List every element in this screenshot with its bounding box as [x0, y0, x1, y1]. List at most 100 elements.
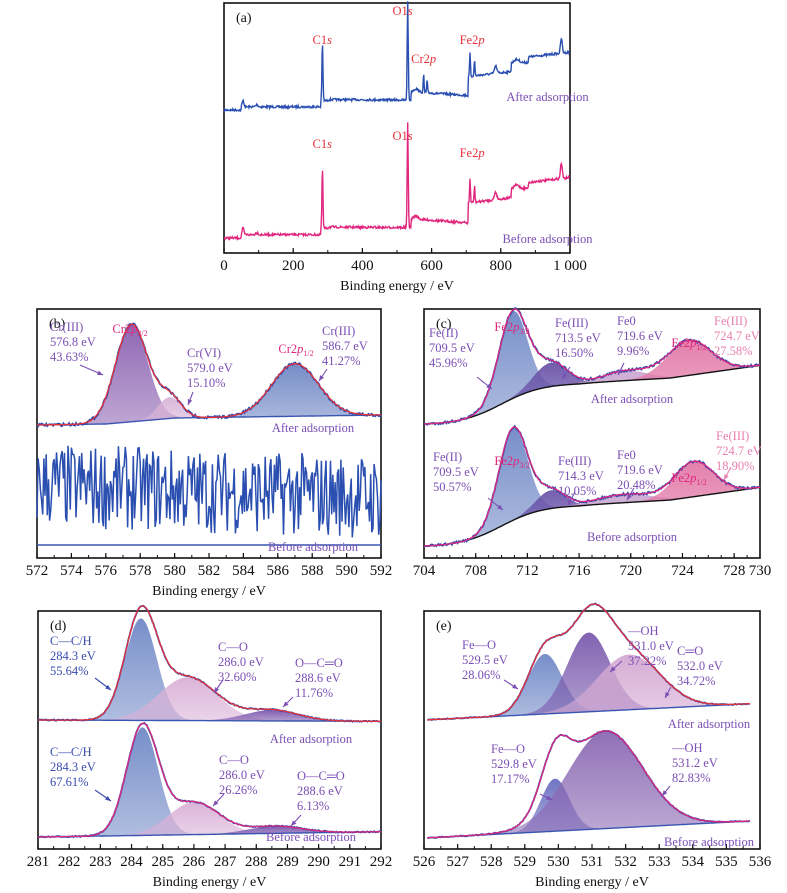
- component-percent: 16.50%: [555, 346, 594, 360]
- component-label: Fe0: [617, 314, 636, 328]
- component-energy: 286.0 eV: [219, 768, 265, 782]
- arrowhead-icon: [546, 795, 552, 800]
- arrowhead-icon: [214, 687, 220, 693]
- fit-component-area: [38, 710, 381, 722]
- arrowhead-icon: [627, 494, 632, 500]
- peak-label-o1s: O1s: [392, 129, 412, 143]
- component-label: Fe(II): [433, 450, 462, 464]
- peak-label: Fe2p3/2: [494, 454, 529, 470]
- component-energy: 714.3 eV: [558, 469, 604, 483]
- component-percent: 67.61%: [50, 775, 89, 789]
- panel-label: (d): [50, 619, 67, 634]
- component-label: C—O: [218, 640, 248, 654]
- component-energy: 531.2 eV: [672, 756, 718, 770]
- series-label: Before adsorption: [266, 830, 357, 844]
- peak-label-c1s: C1s: [313, 137, 333, 151]
- component-percent: 26.26%: [219, 783, 258, 797]
- arrowhead-icon: [213, 800, 219, 806]
- fit-component-area: [424, 311, 760, 424]
- x-tick-label: 529: [514, 854, 537, 870]
- x-tick-label: 800: [490, 258, 513, 274]
- x-tick-label: 292: [370, 854, 393, 870]
- component-energy: 719.6 eV: [617, 329, 663, 343]
- x-tick-label: 290: [307, 854, 330, 870]
- chart-panel-c: 704 708 712 716 720 724 728 730 (c) After adsorpt…: [413, 307, 772, 579]
- component-label: —OH: [671, 741, 703, 755]
- fit-component-area: [427, 632, 750, 720]
- series-label: After adsorption: [591, 392, 674, 406]
- x-tick-label: 578: [129, 563, 152, 579]
- fit-component-area: [37, 363, 381, 425]
- fit-component-area: [38, 727, 381, 837]
- peak-label: Fe2p1/2: [671, 471, 706, 487]
- x-tick-label: 582: [198, 563, 221, 579]
- fit-envelope-line: [427, 603, 750, 721]
- component-energy: 709.5 eV: [433, 465, 479, 479]
- fit-envelope-line: [37, 323, 381, 426]
- component-energy: 724.7 eV: [716, 444, 762, 458]
- component-percent: 37.22%: [628, 654, 667, 668]
- component-label: C—C/H: [50, 745, 92, 759]
- peak-label-fe2p: Fe2p: [460, 33, 485, 47]
- component-label: Cr(VI): [187, 346, 221, 360]
- series-label: After adsorption: [506, 90, 589, 104]
- x-tick-label: 526: [413, 854, 436, 870]
- x-tick-label: 533: [648, 854, 671, 870]
- arrowhead-icon: [105, 684, 111, 690]
- component-percent: 6.13%: [297, 799, 329, 813]
- fit-component-area: [37, 324, 381, 425]
- arrowhead-icon: [97, 370, 103, 375]
- component-label: Fe—O: [491, 742, 525, 756]
- component-label: C—C/H: [50, 634, 92, 648]
- peak-label: Cr2p1/2: [278, 342, 313, 358]
- x-tick-label: 534: [682, 854, 705, 870]
- component-percent: 20.48%: [617, 478, 656, 492]
- peak-label-cr2p: Cr2p: [411, 52, 436, 66]
- component-percent: 34.72%: [677, 674, 716, 688]
- component-label: Fe—O: [462, 638, 496, 652]
- component-percent: 9.96%: [617, 344, 649, 358]
- spectrum-line-before: [223, 122, 571, 242]
- spectrum-line-after: [223, 1, 571, 114]
- x-tick-label: 584: [232, 563, 255, 579]
- x-axis-label: Binding energy / eV: [152, 584, 266, 599]
- component-energy: 288.6 eV: [295, 671, 341, 685]
- x-tick-label: 532: [614, 854, 637, 870]
- component-label: Fe0: [617, 448, 636, 462]
- x-tick-label: 730: [749, 563, 772, 579]
- x-tick-label: 285: [151, 854, 174, 870]
- x-tick-label: 530: [547, 854, 570, 870]
- x-tick-label: 716: [568, 563, 591, 579]
- x-tick-label: 592: [370, 563, 393, 579]
- x-tick-label: 283: [89, 854, 112, 870]
- component-label: —OH: [627, 624, 659, 638]
- x-tick-label: 281: [27, 854, 50, 870]
- arrowhead-icon: [105, 795, 111, 801]
- x-tick-label: 600: [420, 258, 443, 274]
- component-label: C═O: [677, 644, 703, 658]
- panel-label: (b): [49, 317, 66, 332]
- background-line: [424, 486, 761, 547]
- chart-panel-e: 526 527 528 529 530 531 532 533 534 535 536 Binding…: [413, 602, 772, 890]
- component-label: Fe(III): [558, 454, 591, 468]
- panel-label: (e): [436, 619, 452, 634]
- x-tick-label: 286: [183, 854, 206, 870]
- fit-component-area: [424, 427, 760, 546]
- background-line: [38, 719, 381, 722]
- x-tick-label: 535: [715, 854, 738, 870]
- fit-component-area: [38, 677, 381, 722]
- x-tick-label: 528: [480, 854, 503, 870]
- x-tick-label: 580: [163, 563, 186, 579]
- series-label: After adsorption: [270, 732, 353, 746]
- x-tick-label: 282: [58, 854, 81, 870]
- x-tick-label: 0: [220, 258, 228, 274]
- x-tick-label: 200: [282, 258, 305, 274]
- arrowhead-icon: [665, 692, 670, 698]
- series-label: After adsorption: [668, 717, 751, 731]
- x-tick-label: 287: [214, 854, 237, 870]
- x-tick-label: 712: [516, 563, 539, 579]
- series-label: Before adsorption: [664, 835, 755, 849]
- arrowhead-icon: [291, 820, 297, 826]
- x-tick-label: 400: [351, 258, 374, 274]
